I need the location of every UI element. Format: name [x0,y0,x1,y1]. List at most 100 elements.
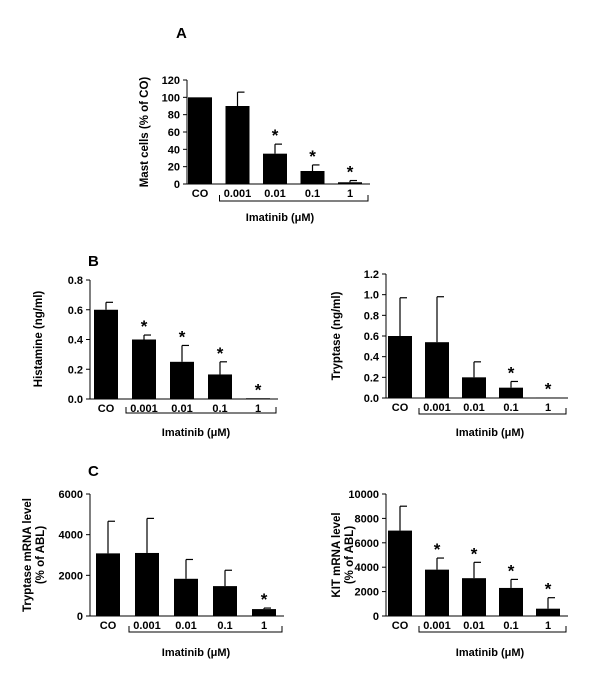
bar [499,387,523,398]
y-tick-label: 1.2 [364,269,379,281]
bar [208,374,232,399]
bar [225,106,250,184]
y-tick-label: 0.6 [364,331,379,343]
significance-star: * [272,126,279,145]
y-axis-label: Histamine (ng/ml) [33,291,45,388]
x-tick-label: 0.01 [175,620,196,632]
x-tick-label: 0.001 [423,402,451,414]
y-axis-label-line: Histamine (ng/ml) [33,291,45,388]
y-tick-label: 0.2 [68,364,83,376]
bar [170,361,194,399]
y-tick-label: 0.6 [68,305,83,317]
x-tick-label: CO [98,403,115,415]
bar [213,586,237,616]
y-tick-label: 2000 [59,570,83,582]
y-axis-label: Tryptase mRNA level(% of ABL) [22,498,47,612]
y-tick-label: 0 [77,611,83,623]
bar [462,578,486,616]
y-tick-label: 2000 [355,587,379,599]
x-tick-label: 0.001 [423,620,451,632]
significance-star: * [347,163,354,182]
significance-star: * [434,540,441,559]
bar [388,336,412,398]
bracket-label: Imatinib (μM) [456,427,525,439]
significance-star: * [508,363,515,382]
y-tick-label: 0.0 [364,393,379,405]
bar [338,182,362,184]
x-tick-label: 1 [545,402,551,414]
bar [536,397,560,399]
bar [300,171,325,184]
y-tick-label: 80 [168,110,180,122]
y-tick-label: 0.2 [364,372,379,384]
x-tick-label: 0.01 [463,402,484,414]
bar [174,578,198,616]
y-tick-label: 0 [174,179,180,191]
y-tick-label: 4000 [355,562,379,574]
bracket-label: Imatinib (μM) [162,647,231,659]
y-tick-label: 10000 [348,489,379,501]
significance-star: * [141,317,148,336]
panel-letter-a: A [176,25,187,42]
significance-star: * [545,379,552,398]
imatinib-bracket [418,626,567,633]
x-tick-label: 0.1 [217,620,232,632]
chart-a: 0 20 40 60 80 100 120 Mast cells (% of CO) CO 0.0… [139,75,370,224]
bar [499,587,523,616]
y-axis-label-line: (% of ABL) [35,526,47,585]
y-tick-label: 0.4 [68,335,84,347]
x-tick-label: 0.1 [503,402,518,414]
chart-c-left: 0 2000 4000 6000 Tryptase mRNA level(% of AB… [22,489,284,659]
bar [536,608,560,616]
y-tick-label: 120 [162,75,180,87]
bracket-label: Imatinib (μM) [246,212,315,224]
significance-star: * [255,380,262,399]
panel-letter-c: C [88,463,99,480]
y-axis-label: Tryptase (ng/ml) [331,291,343,380]
y-axis-label: KIT mRNA level(% of ABL) [331,512,356,597]
x-tick-label: 0.1 [305,188,320,200]
chart-b-right: 0.0 0.2 0.4 0.6 0.8 1.0 1.2 Tryptase (ng/ml) CO 0… [331,269,568,439]
x-tick-label: CO [392,620,409,632]
chart-b-left: 0.0 0.2 0.4 0.6 0.8 Histamine (ng/ml) CO * 0.001… [33,275,278,439]
significance-star: * [217,344,224,363]
imatinib-bracket [125,407,277,414]
y-tick-label: 0.0 [68,394,83,406]
bar [425,342,449,398]
bar [246,398,270,400]
y-tick-label: 100 [162,92,180,104]
imatinib-bracket [418,408,567,415]
y-axis-label-line: Tryptase (ng/ml) [331,291,343,380]
y-tick-label: 8000 [355,513,379,525]
x-tick-label: 0.1 [212,403,227,415]
x-tick-label: 0.01 [171,403,192,415]
x-tick-label: 0.001 [130,403,158,415]
y-tick-label: 0 [373,611,379,623]
bar [135,552,159,616]
y-axis-label-line: KIT mRNA level [331,512,343,597]
significance-star: * [545,580,552,599]
significance-star: * [508,561,515,580]
x-tick-label: 1 [545,620,551,632]
bar [252,609,276,616]
x-tick-label: 0.01 [264,188,285,200]
y-axis-label-line: Mast cells (% of CO) [139,77,151,188]
y-tick-label: 20 [168,162,180,174]
bar [263,153,287,184]
panel-letter-b: B [88,253,99,270]
y-tick-label: 1.0 [364,290,379,302]
y-tick-label: 0.8 [68,275,83,287]
y-axis-label: Mast cells (% of CO) [139,77,151,188]
x-tick-label: 0.001 [224,188,252,200]
x-tick-label: 1 [261,620,267,632]
imatinib-bracket [219,195,369,202]
bar [94,309,118,399]
bar [188,97,212,184]
x-tick-label: 0.1 [503,620,518,632]
x-tick-label: 1 [255,403,261,415]
bar [96,553,120,616]
x-tick-label: CO [100,620,117,632]
significance-star: * [471,544,478,563]
x-tick-label: 1 [347,188,353,200]
